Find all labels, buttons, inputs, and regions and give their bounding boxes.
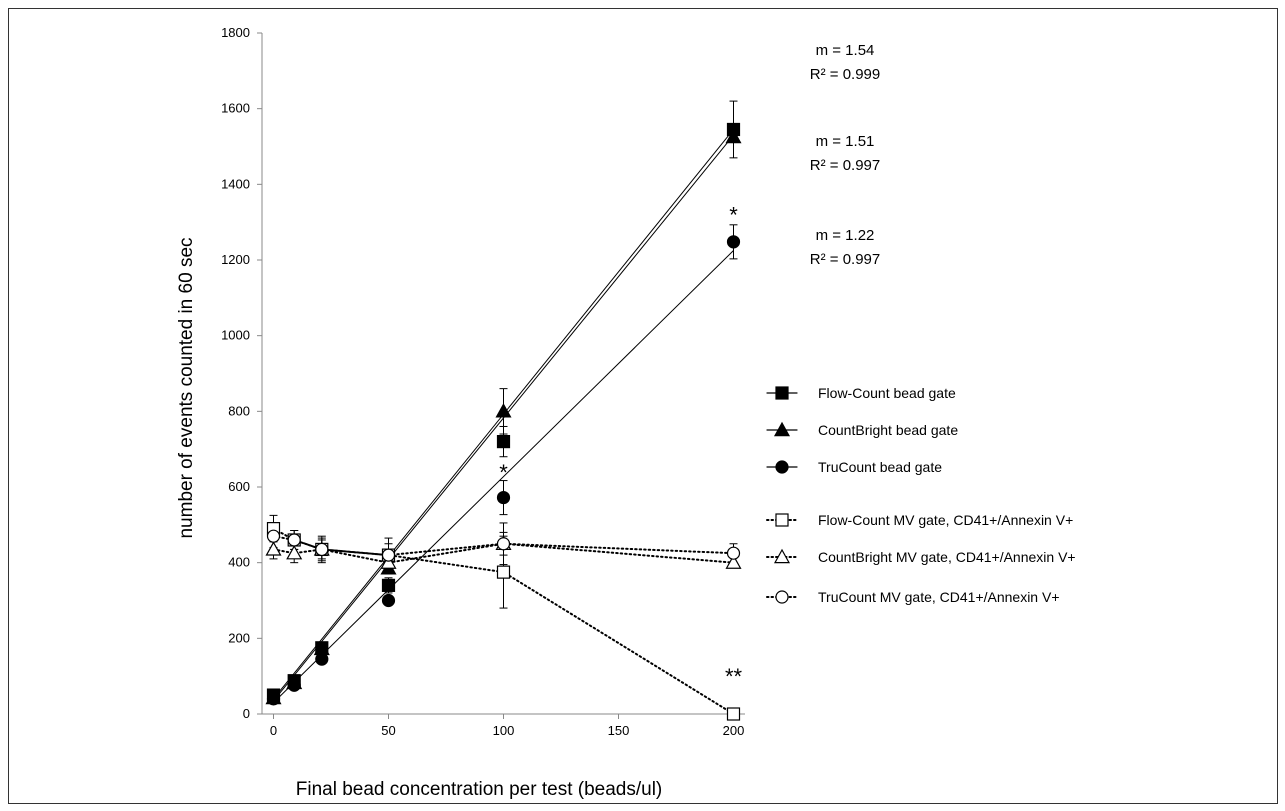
legend-label: CountBright MV gate, CD41+/Annexin V+ [818, 549, 1076, 565]
legend-label: TruCount MV gate, CD41+/Annexin V+ [818, 589, 1060, 605]
fit-line-2 [273, 250, 734, 704]
legend-marker [773, 421, 791, 437]
legend-label: TruCount bead gate [818, 459, 942, 475]
x-tick-label: 200 [723, 723, 745, 738]
y-tick-label: 1600 [221, 101, 250, 116]
legend-marker [775, 386, 789, 400]
data-point [381, 593, 396, 608]
data-point [315, 652, 329, 666]
x-tick-label: 100 [493, 723, 515, 738]
data-point [496, 490, 511, 505]
legend-label: Flow-Count MV gate, CD41+/Annexin V+ [818, 512, 1073, 528]
x-tick-label: 0 [270, 723, 277, 738]
data-point [726, 235, 741, 249]
y-tick-label: 800 [228, 403, 250, 418]
y-tick-label: 400 [228, 555, 250, 570]
legend-marker [775, 513, 789, 527]
significance-mark: ** [725, 664, 743, 689]
annotations: m = 1.54 R² = 0.999 m = 1.51 R² = 0.997 m = … [499, 42, 880, 689]
data-point [725, 554, 742, 569]
y-tick-label: 1800 [221, 25, 250, 40]
y-tick-label: 600 [228, 479, 250, 494]
data-point [381, 578, 396, 592]
figure-frame [8, 8, 1278, 804]
legend-marker [775, 460, 789, 474]
x-tick-label: 150 [608, 723, 630, 738]
data-point [315, 542, 329, 557]
data-point [496, 565, 511, 579]
data-point [381, 548, 396, 562]
legend-label: CountBright bead gate [818, 422, 958, 438]
data-point [496, 537, 511, 551]
annotation-label: R² = 0.999 [810, 66, 880, 83]
data-point [380, 554, 397, 569]
legend-label: Flow-Count bead gate [818, 385, 956, 401]
y-tick-label: 1200 [221, 252, 250, 267]
data-point [725, 128, 742, 144]
annotation-label: m = 1.22 [816, 227, 875, 244]
data-point [495, 403, 512, 418]
data-point [726, 546, 741, 560]
annotation-label: R² = 0.997 [810, 157, 880, 174]
data-point [496, 435, 511, 449]
data-point [726, 707, 741, 721]
error-bars [269, 100, 738, 609]
annotation-label: m = 1.51 [816, 133, 875, 150]
axes: 0 200 400 600 800 1000 1200 1400 1600 1800 0 50 100 1… [221, 25, 745, 738]
annotation-label: R² = 0.997 [810, 251, 880, 268]
legend-marker [773, 548, 791, 564]
legend: Flow-Count bead gate CountBright bead gat… [766, 385, 1076, 605]
x-tick-label: 50 [381, 723, 395, 738]
y-tick-label: 1000 [221, 328, 250, 343]
data-point [266, 529, 281, 543]
y-tick-label: 1400 [221, 176, 250, 191]
x-axis-label: Final bead concentration per test (beads… [296, 779, 663, 800]
data-point [286, 544, 303, 560]
data-point [265, 541, 282, 556]
data-markers [265, 122, 742, 721]
annotation-label: m = 1.54 [816, 42, 875, 59]
y-tick-label: 200 [228, 630, 250, 645]
significance-mark: * [499, 460, 508, 485]
y-tick-label: 0 [243, 706, 250, 721]
data-point [287, 678, 301, 692]
significance-mark: * [729, 203, 738, 228]
y-axis-label: number of events counted in 60 sec [176, 237, 197, 538]
data-point [266, 692, 281, 706]
data-point [287, 533, 301, 547]
legend-marker [775, 590, 789, 604]
